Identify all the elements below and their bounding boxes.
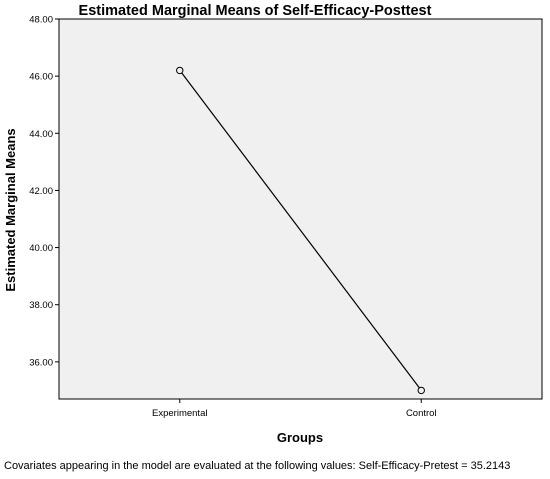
y-axis-label: Estimated Marginal Means: [3, 128, 18, 291]
y-tick-label: 46.00: [29, 72, 53, 83]
data-point: [417, 386, 425, 395]
series-line: [179, 70, 422, 391]
y-tick-label: 36.00: [29, 357, 53, 368]
y-tick-label: 44.00: [29, 129, 53, 140]
x-axis: Experimental Control: [152, 399, 437, 419]
x-axis-label: Groups: [277, 430, 323, 445]
y-axis: 36.00 38.00 40.00 42.00 44.00 46.00 48.00: [29, 15, 59, 368]
chart-title: Estimated Marginal Means of Self-Efficac…: [79, 3, 432, 19]
x-tick-label: Control: [406, 408, 437, 419]
plot-area: [58, 18, 543, 400]
data-point: [176, 66, 184, 75]
y-tick-label: 48.00: [29, 15, 53, 26]
covariates-footnote: Covariates appearing in the model are ev…: [4, 460, 511, 472]
y-tick-label: 42.00: [29, 186, 53, 197]
series-group: [176, 66, 425, 395]
y-tick-label: 40.00: [29, 243, 53, 254]
x-tick-label: Experimental: [152, 408, 207, 419]
y-tick-label: 38.00: [29, 300, 53, 311]
